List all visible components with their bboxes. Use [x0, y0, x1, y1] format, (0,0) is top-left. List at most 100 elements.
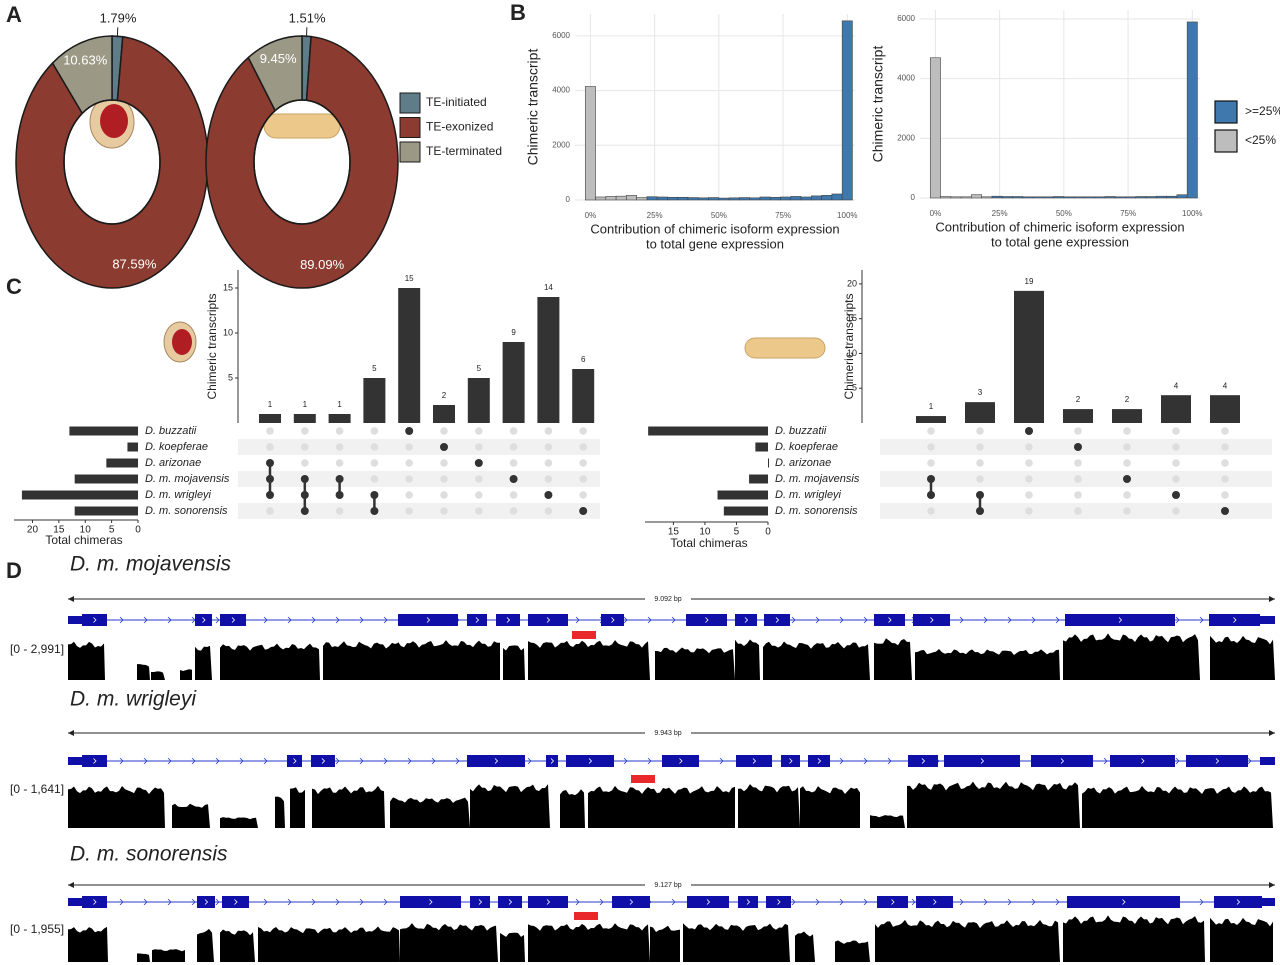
exon-chevron [752, 758, 757, 764]
x-tick-label: 20 [27, 525, 39, 536]
x-axis-title: Contribution of chimeric isoform express… [590, 221, 839, 236]
histogram-bar [790, 196, 802, 201]
row-stripe [238, 439, 600, 455]
matrix-dot-empty [301, 459, 309, 467]
histogram-bar [800, 196, 812, 201]
value-label: 1.51% [289, 10, 326, 25]
y-tick-label: 0 [566, 195, 571, 204]
exon-chevron [746, 899, 751, 905]
matrix-dot [579, 507, 588, 515]
matrix-dot-empty [544, 475, 553, 483]
panel-letter: B [510, 0, 526, 25]
matrix-dot-empty [1123, 459, 1131, 467]
legend-label: TE-exonized [426, 120, 493, 134]
exon [908, 755, 938, 767]
y-axis-title: Chimeric transcripts [842, 293, 856, 399]
matrix-dot-empty [579, 459, 587, 467]
bar [965, 402, 995, 423]
exon-chevron [933, 899, 937, 905]
exon [222, 896, 249, 908]
x-tick-label: 15 [53, 525, 65, 536]
larva-icon [744, 337, 826, 359]
bar-value-label: 6 [581, 355, 586, 364]
matrix-dot [405, 427, 414, 435]
bar-value-label: 3 [978, 388, 983, 397]
matrix-dot-empty [1172, 459, 1180, 467]
utr [68, 898, 82, 906]
legend-label: TE-terminated [426, 144, 502, 158]
exon-chevron [777, 899, 781, 905]
exon-chevron [891, 899, 895, 905]
histogram-bar [1104, 196, 1116, 199]
coverage [68, 915, 1273, 962]
strand-chevron [1031, 898, 1036, 906]
matrix-dot [300, 491, 309, 499]
set-size-bar [717, 490, 768, 500]
matrix-dot-empty [509, 491, 518, 499]
bar [1112, 409, 1142, 423]
exon-chevron [679, 758, 683, 764]
matrix-dot [1172, 491, 1180, 499]
donut-hole [63, 99, 161, 225]
matrix-dot [300, 475, 309, 483]
strand-chevron [671, 898, 676, 906]
bar-value-label: 15 [405, 274, 414, 283]
exon-chevron [1122, 899, 1126, 905]
matrix-dot-empty [976, 443, 984, 451]
exon-chevron [705, 617, 709, 623]
exon-chevron [921, 758, 926, 764]
exon-chevron [550, 758, 555, 764]
exon-chevron [1233, 617, 1237, 623]
matrix-dot-empty [440, 459, 448, 467]
matrix-dot-empty [509, 459, 518, 467]
y-tick-label: 6000 [552, 31, 570, 40]
matrix-dot-empty [579, 427, 587, 435]
strand-chevron [983, 616, 988, 624]
set-label: D. m. wrigleyi [145, 489, 212, 501]
te-feature [574, 912, 598, 920]
exon [82, 755, 107, 767]
matrix-dot-empty [266, 427, 274, 435]
matrix-dot-empty [927, 443, 935, 451]
histogram-bar [769, 196, 781, 201]
exon-chevron [478, 899, 483, 905]
strand-chevron [359, 757, 364, 765]
exon [1067, 896, 1180, 908]
exon-chevron [475, 617, 480, 623]
strand-chevron [431, 757, 436, 765]
matrix-dot-empty [475, 443, 483, 451]
histogram-bar [739, 197, 750, 201]
y-tick-label: 15 [223, 282, 233, 292]
matrix-dot [266, 475, 274, 483]
set-label: D. m. sonorensis [775, 505, 858, 517]
strand-chevron [839, 898, 844, 906]
histogram-bar [1125, 196, 1137, 199]
histogram-bar [749, 197, 761, 201]
matrix-dot-empty [1123, 507, 1131, 515]
exon [764, 614, 790, 626]
bar [467, 378, 490, 423]
matrix-dot-empty [370, 443, 379, 451]
strand-chevron [215, 616, 220, 624]
bar-value-label: 1 [337, 400, 342, 409]
y-tick-label: 2000 [552, 140, 570, 149]
set-size-bar [69, 426, 138, 436]
bar [572, 369, 595, 423]
exon-chevron [494, 758, 499, 764]
histogram-bar [831, 193, 843, 201]
matrix-dot-empty [370, 459, 379, 467]
exon [528, 614, 568, 626]
exon [1031, 755, 1093, 767]
x-tick-label: 10 [699, 527, 711, 538]
matrix-dot-empty [370, 475, 379, 483]
matrix-dot [976, 491, 984, 499]
exon-chevron [1236, 899, 1241, 905]
legend-label: >=25% [1245, 104, 1280, 118]
matrix-dot [370, 507, 379, 515]
exon [82, 614, 107, 626]
matrix-dot [1221, 507, 1229, 515]
strand-chevron [1007, 616, 1012, 624]
exon [738, 896, 758, 908]
matrix-dot-empty [1025, 475, 1033, 483]
strand-chevron [167, 757, 172, 765]
